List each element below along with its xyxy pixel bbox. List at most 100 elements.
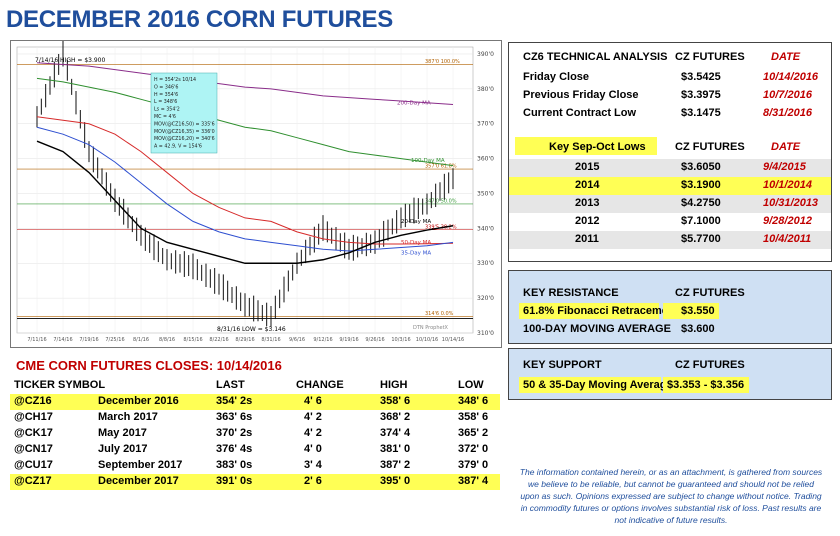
low-cell: 379' 0 (458, 459, 489, 471)
ticker-cell: @CK17 (14, 427, 53, 439)
change-cell: 4' 2 (304, 427, 322, 439)
ma-line (36, 140, 454, 264)
y-tick-label: 330'0 (477, 260, 494, 267)
col-change: CHANGE (296, 379, 344, 391)
table-row: @CU17 September 2017 383' 0s 3' 4 387' 2… (10, 458, 500, 474)
col-high: HIGH (380, 379, 408, 391)
retracement-label: 387'0 100.0% (425, 59, 460, 65)
lows-date: 10/1/2014 (763, 179, 812, 191)
retracement-label: 314'6 0.0% (425, 311, 454, 317)
info-box-line: O = 346'6 (154, 84, 178, 90)
y-tick-label: 340'0 (477, 225, 494, 232)
change-cell: 3' 4 (304, 459, 322, 471)
high-cell: 387' 2 (380, 459, 411, 471)
x-tick-label: 8/1/16 (133, 337, 149, 343)
lows-header-futures: CZ FUTURES (675, 141, 745, 153)
ta-row-label: Friday Close (523, 71, 590, 83)
high-cell: 381' 0 (380, 443, 411, 455)
change-cell: 4' 0 (304, 443, 322, 455)
support-value-highlight (663, 377, 749, 393)
month-cell: July 2017 (98, 443, 148, 455)
x-tick-label: 8/15/16 (183, 337, 202, 343)
ta-header-date: DATE (771, 51, 801, 63)
ticker-cell: @CN17 (14, 443, 53, 455)
col-low: LOW (458, 379, 484, 391)
resistance-value: $3.600 (681, 323, 715, 335)
ticker-cell: @CZ17 (14, 475, 52, 487)
change-cell: 2' 6 (304, 475, 322, 487)
key-resistance-panel: KEY RESISTANCE CZ FUTURES 61.8% Fibonacc… (508, 270, 832, 344)
low-cell: 387' 4 (458, 475, 489, 487)
support-label: 50 & 35-Day Moving Averages (523, 379, 679, 391)
ta-row-value: $3.3975 (681, 89, 721, 101)
lows-header-date: DATE (771, 141, 801, 153)
last-cell: 376' 4s (216, 443, 253, 455)
technical-analysis-panel: CZ6 TECHNICAL ANALYSIS CZ FUTURES DATE F… (508, 42, 832, 262)
low-cell: 348' 6 (458, 395, 489, 407)
lows-date: 10/4/2011 (763, 233, 812, 245)
support-value: $3.353 - $3.356 (667, 379, 745, 391)
lows-year: 2013 (575, 197, 600, 209)
lows-date: 9/28/2012 (763, 215, 812, 227)
info-box-line: MOV(@CZ16,35) = 336'0 (154, 129, 215, 135)
resistance-value: $3.550 (681, 305, 715, 317)
info-box-line: MC = 4'6 (154, 114, 176, 120)
info-box-line: Ls = 354'2 (154, 107, 180, 113)
lows-year: 2011 (575, 233, 599, 245)
watermark: DTN ProphetX (413, 325, 449, 331)
ta-row-label: Current Contract Low (523, 107, 637, 119)
info-box (150, 72, 218, 154)
x-tick-label: 7/11/16 (27, 337, 46, 343)
change-cell: 4' 6 (304, 395, 322, 407)
table-row: @CZ16 December 2016 354' 2s 4' 6 358' 6 … (10, 394, 500, 410)
high-label: 7/14/16 HIGH = $3.900 (35, 57, 105, 64)
info-box-line: MOV(@CZ16,20) = 340'6 (154, 136, 215, 142)
resistance-highlight (519, 303, 659, 319)
closes-title: CME CORN FUTURES CLOSES: 10/14/2016 (16, 358, 282, 373)
last-cell: 391' 0s (216, 475, 253, 487)
x-tick-label: 9/12/16 (313, 337, 332, 343)
last-cell: 383' 0s (216, 459, 253, 471)
retracement-label: 357'0 61.8% (425, 164, 457, 170)
lows-value: $3.1900 (681, 179, 721, 191)
x-tick-label: 9/26/16 (365, 337, 384, 343)
ta-row-value: $3.1475 (681, 107, 721, 119)
y-tick-label: 370'0 (477, 121, 494, 128)
high-cell: 374' 4 (380, 427, 411, 439)
y-tick-label: 360'0 (477, 156, 494, 163)
lows-value: $4.2750 (681, 197, 721, 209)
month-cell: December 2016 (98, 395, 179, 407)
table-row: @CN17 July 2017 376' 4s 4' 0 381' 0 372'… (10, 442, 500, 458)
info-box-line: H = 354'2s 10/14 (154, 77, 196, 83)
key-support-panel: KEY SUPPORT CZ FUTURES 50 & 35-Day Movin… (508, 348, 832, 400)
lows-date: 10/31/2013 (763, 197, 819, 209)
disclaimer: The information contained herein, or as … (519, 467, 823, 525)
ta-row-date: 10/7/2016 (763, 89, 812, 101)
ma-line (36, 77, 454, 167)
x-tick-label: 8/29/16 (235, 337, 254, 343)
price-chart: 390'0 380'0 370'0 360'0 350'0 340'0 330'0 320'0… (10, 40, 502, 348)
ta-row-date: 8/31/2016 (763, 107, 812, 119)
lows-year: 2015 (575, 161, 600, 173)
retracement-label: 347'0 50.0% (425, 198, 457, 204)
y-tick-label: 380'0 (477, 86, 494, 93)
table-row: @CK17 May 2017 370' 2s 4' 2 374' 4 365' … (10, 426, 500, 442)
resistance-header-futures: CZ FUTURES (675, 287, 745, 299)
info-box-line: A = 42.9, V = 154'6 (154, 144, 202, 150)
ticker-cell: @CZ16 (14, 395, 52, 407)
low-cell: 365' 2 (458, 427, 489, 439)
high-cell: 368' 2 (380, 411, 411, 423)
ma-line (36, 116, 454, 245)
y-tick-label: 390'0 (477, 51, 494, 58)
month-cell: May 2017 (98, 427, 147, 439)
ta-header-label: CZ6 TECHNICAL ANALYSIS (523, 51, 668, 63)
info-box-line: MOV(@CZ16,50) = 335'6 (154, 121, 215, 127)
x-tick-label: 9/19/16 (339, 337, 358, 343)
lows-year: 2012 (575, 215, 600, 227)
y-tick-label: 310'0 (477, 330, 494, 337)
high-cell: 395' 0 (380, 475, 411, 487)
support-header-label: KEY SUPPORT (523, 359, 602, 371)
ta-row-value: $3.5425 (681, 71, 721, 83)
lows-value: $7.1000 (681, 215, 721, 227)
x-tick-label: 7/14/16 (53, 337, 72, 343)
